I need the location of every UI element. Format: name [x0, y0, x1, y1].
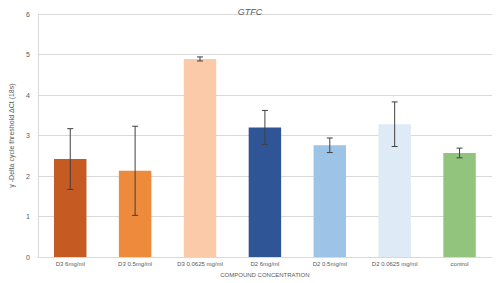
svg-text:control: control [451, 261, 469, 267]
svg-text:D2 0.5mg/ml: D2 0.5mg/ml [313, 261, 347, 267]
svg-text:D3 6mg/ml: D3 6mg/ml [56, 261, 85, 267]
svg-text:3: 3 [26, 132, 30, 139]
svg-text:D3 0.0625 mg/ml: D3 0.0625 mg/ml [177, 261, 223, 267]
svg-text:6: 6 [26, 11, 30, 18]
svg-text:GTFC: GTFC [238, 7, 263, 17]
svg-text:γ -Delta cycle threshold ΔCt (: γ -Delta cycle threshold ΔCt (18s) [8, 83, 16, 187]
svg-text:COMPOUND CONCENTRATION: COMPOUND CONCENTRATION [220, 272, 309, 278]
svg-text:D2 0.0625 mg/ml: D2 0.0625 mg/ml [372, 261, 418, 267]
svg-text:2: 2 [26, 173, 30, 180]
svg-text:1: 1 [26, 213, 30, 220]
svg-text:D3 0.5mg/ml: D3 0.5mg/ml [118, 261, 152, 267]
svg-text:4: 4 [26, 92, 30, 99]
svg-text:5: 5 [26, 51, 30, 58]
svg-text:0: 0 [26, 254, 30, 261]
svg-text:D2 6mg/ml: D2 6mg/ml [250, 261, 279, 267]
